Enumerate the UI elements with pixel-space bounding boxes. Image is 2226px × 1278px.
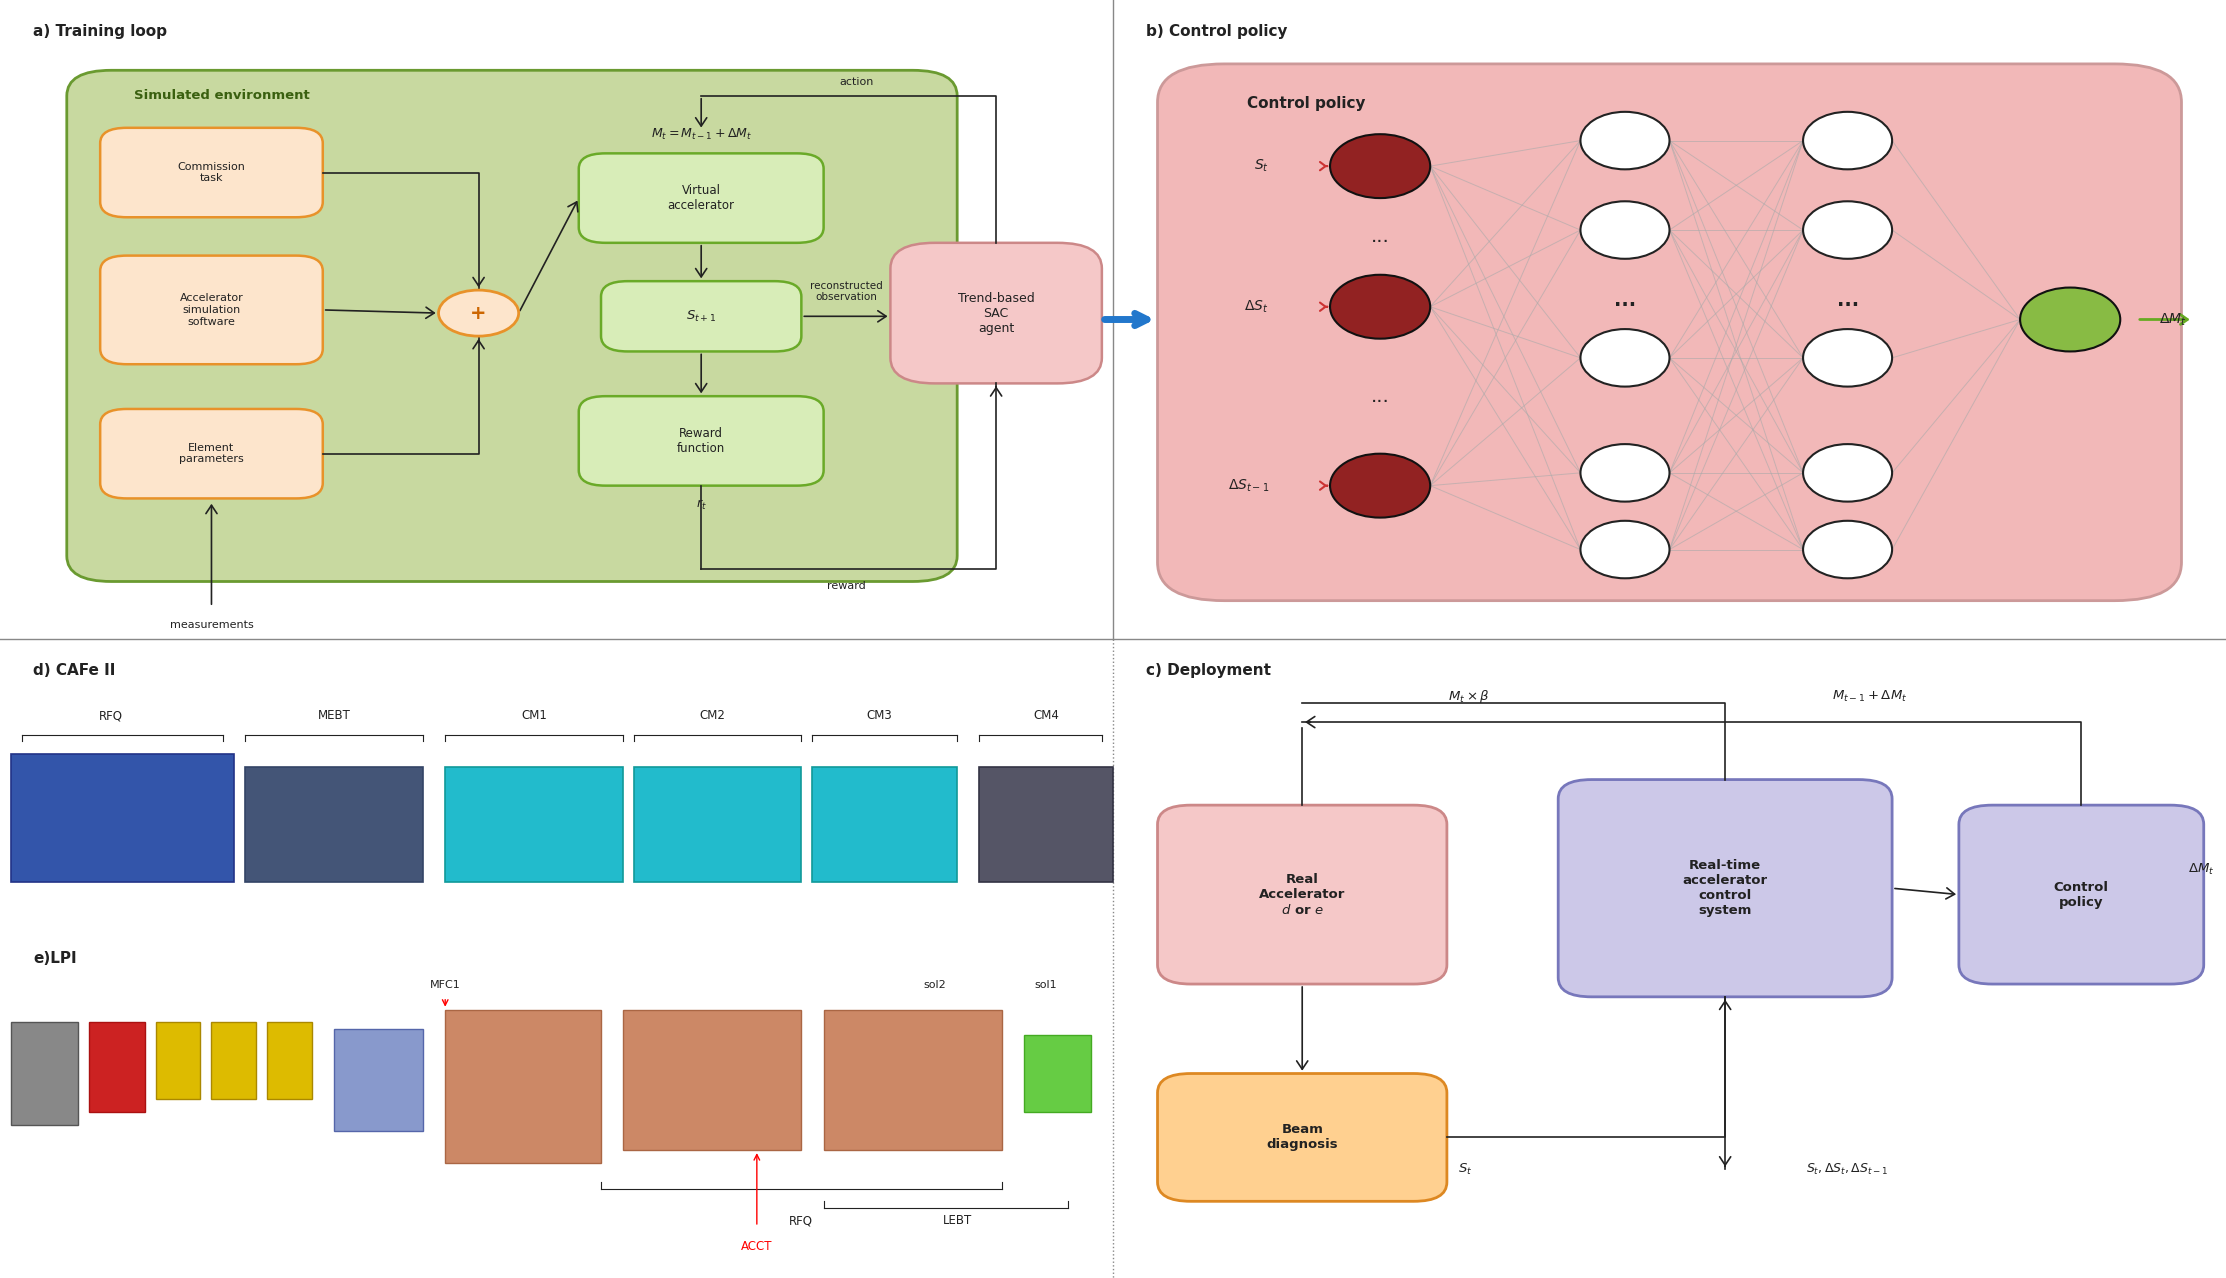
Ellipse shape bbox=[1580, 201, 1670, 258]
FancyBboxPatch shape bbox=[890, 243, 1102, 383]
Text: CM4: CM4 bbox=[1033, 709, 1060, 722]
Bar bbox=[334, 1029, 423, 1131]
Text: Real
Accelerator
$d$ or $e$: Real Accelerator $d$ or $e$ bbox=[1260, 873, 1345, 916]
Ellipse shape bbox=[1803, 201, 1892, 258]
Text: $M_t = M_{t-1} + \Delta M_t$: $M_t = M_{t-1} + \Delta M_t$ bbox=[650, 127, 752, 142]
FancyBboxPatch shape bbox=[1158, 805, 1447, 984]
Bar bbox=[824, 1010, 1002, 1150]
Bar bbox=[445, 767, 623, 882]
Text: ACCT: ACCT bbox=[741, 1240, 772, 1252]
Ellipse shape bbox=[1803, 445, 1892, 501]
Bar bbox=[445, 1010, 601, 1163]
Text: ...: ... bbox=[1371, 387, 1389, 405]
Text: Accelerator
simulation
software: Accelerator simulation software bbox=[180, 294, 243, 326]
Text: reconstructed
observation: reconstructed observation bbox=[810, 281, 881, 302]
Bar bbox=[1024, 1035, 1091, 1112]
Text: action: action bbox=[839, 77, 875, 87]
Text: CM1: CM1 bbox=[521, 709, 548, 722]
FancyBboxPatch shape bbox=[100, 256, 323, 364]
Text: sol2: sol2 bbox=[924, 980, 946, 990]
Text: measurements: measurements bbox=[169, 620, 254, 630]
Text: Trend-based
SAC
agent: Trend-based SAC agent bbox=[957, 291, 1035, 335]
Text: Beam
diagnosis: Beam diagnosis bbox=[1267, 1123, 1338, 1151]
Ellipse shape bbox=[1580, 111, 1670, 170]
Bar bbox=[812, 767, 957, 882]
Bar bbox=[979, 767, 1113, 882]
Ellipse shape bbox=[1580, 445, 1670, 501]
FancyBboxPatch shape bbox=[1158, 1074, 1447, 1201]
Text: ...: ... bbox=[1614, 291, 1636, 309]
Text: Element
parameters: Element parameters bbox=[178, 443, 245, 464]
Text: Reward
function: Reward function bbox=[677, 427, 726, 455]
Ellipse shape bbox=[1803, 521, 1892, 578]
FancyBboxPatch shape bbox=[601, 281, 801, 351]
Bar bbox=[634, 767, 801, 882]
Text: MEBT: MEBT bbox=[318, 709, 349, 722]
Text: a) Training loop: a) Training loop bbox=[33, 24, 167, 40]
FancyBboxPatch shape bbox=[100, 409, 323, 498]
Text: RFQ: RFQ bbox=[790, 1214, 812, 1227]
Bar bbox=[11, 754, 234, 882]
Ellipse shape bbox=[2021, 288, 2121, 351]
Text: $\Delta M_t$: $\Delta M_t$ bbox=[2159, 312, 2186, 327]
FancyBboxPatch shape bbox=[100, 128, 323, 217]
Bar bbox=[245, 767, 423, 882]
Ellipse shape bbox=[1803, 111, 1892, 170]
Bar bbox=[156, 1022, 200, 1099]
Text: Control
policy: Control policy bbox=[2055, 881, 2108, 909]
Text: +: + bbox=[470, 304, 487, 322]
Bar bbox=[11, 1022, 78, 1125]
FancyBboxPatch shape bbox=[1558, 780, 1892, 997]
Ellipse shape bbox=[1803, 330, 1892, 387]
Bar bbox=[211, 1022, 256, 1099]
FancyBboxPatch shape bbox=[1158, 64, 2181, 601]
Text: b) Control policy: b) Control policy bbox=[1146, 24, 1289, 40]
Text: Commission
task: Commission task bbox=[178, 162, 245, 183]
Text: $M_{t-1} + \Delta M_t$: $M_{t-1} + \Delta M_t$ bbox=[1832, 689, 1908, 704]
FancyBboxPatch shape bbox=[1959, 805, 2204, 984]
Ellipse shape bbox=[1580, 521, 1670, 578]
Text: $\Delta S_{t-1}$: $\Delta S_{t-1}$ bbox=[1227, 478, 1269, 493]
Text: ...: ... bbox=[1836, 291, 1859, 309]
FancyBboxPatch shape bbox=[579, 153, 824, 243]
Text: sol1: sol1 bbox=[1035, 980, 1057, 990]
Text: Simulated environment: Simulated environment bbox=[134, 89, 309, 102]
Text: MFC1: MFC1 bbox=[430, 980, 461, 990]
Text: $S_t, \Delta S_t, \Delta S_{t-1}$: $S_t, \Delta S_t, \Delta S_{t-1}$ bbox=[1808, 1162, 1888, 1177]
Ellipse shape bbox=[1329, 275, 1431, 339]
Text: $S_{t+1}$: $S_{t+1}$ bbox=[686, 309, 717, 323]
Text: CM2: CM2 bbox=[699, 709, 726, 722]
Ellipse shape bbox=[1329, 134, 1431, 198]
FancyBboxPatch shape bbox=[579, 396, 824, 486]
Text: $S_t$: $S_t$ bbox=[1253, 158, 1269, 174]
Text: LEBT: LEBT bbox=[942, 1214, 973, 1227]
Text: RFQ: RFQ bbox=[100, 709, 122, 722]
Text: $\Delta M_t$: $\Delta M_t$ bbox=[2188, 861, 2215, 877]
Text: e)LPI: e)LPI bbox=[33, 951, 78, 966]
Bar bbox=[623, 1010, 801, 1150]
Text: d) CAFe II: d) CAFe II bbox=[33, 663, 116, 679]
Text: $S_t$: $S_t$ bbox=[1458, 1162, 1471, 1177]
FancyBboxPatch shape bbox=[67, 70, 957, 581]
Ellipse shape bbox=[1329, 454, 1431, 518]
Text: $\Delta S_t$: $\Delta S_t$ bbox=[1244, 299, 1269, 314]
Bar bbox=[267, 1022, 312, 1099]
Text: $r_t$: $r_t$ bbox=[697, 497, 706, 512]
Ellipse shape bbox=[1580, 330, 1670, 387]
Text: ...: ... bbox=[1371, 227, 1389, 245]
Text: CM3: CM3 bbox=[866, 709, 893, 722]
Text: Control policy: Control policy bbox=[1247, 96, 1365, 111]
Text: $M_t \times \beta$: $M_t \times \beta$ bbox=[1449, 688, 1489, 705]
Circle shape bbox=[439, 290, 519, 336]
Text: reward: reward bbox=[826, 581, 866, 592]
Text: Real-time
accelerator
control
system: Real-time accelerator control system bbox=[1683, 859, 1767, 918]
Text: c) Deployment: c) Deployment bbox=[1146, 663, 1271, 679]
Text: Virtual
accelerator: Virtual accelerator bbox=[668, 184, 735, 212]
Bar bbox=[89, 1022, 145, 1112]
